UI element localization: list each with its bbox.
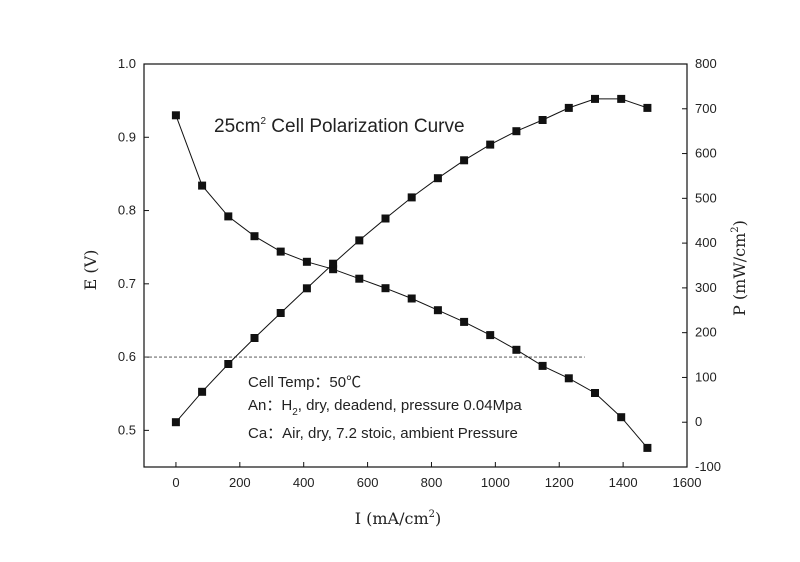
x-axis-ticks: 0 200 400 600 800 1000 1200 1400 1600	[172, 462, 701, 490]
voltage-data-point	[538, 361, 547, 370]
right-y-tick-label: 600	[695, 146, 717, 161]
voltage-data-point	[643, 443, 652, 452]
right-y-axis-label: P (mW/cm2)	[730, 220, 749, 316]
voltage-data-point	[198, 181, 207, 190]
series-group	[171, 94, 652, 452]
chart-title: 25cm2 Cell Polarization Curve	[214, 116, 465, 137]
left-y-axis-ticks: 0.5 0.6 0.7 0.8 0.9 1.0	[118, 56, 149, 437]
power-data-point	[460, 156, 469, 165]
power-data-point	[564, 103, 573, 112]
voltage-data-point	[250, 232, 259, 241]
power-data-point	[591, 94, 599, 103]
voltage-data-point	[171, 111, 180, 120]
voltage-data-point	[276, 247, 285, 256]
voltage-data-point	[460, 317, 469, 326]
right-y-tick-label: 400	[695, 235, 717, 250]
power-data-point	[198, 387, 207, 396]
right-y-tick-label: 700	[695, 101, 717, 116]
voltage-data-point	[381, 284, 390, 293]
x-tick-label: 600	[357, 475, 379, 490]
power-data-point	[643, 103, 652, 112]
power-data-point	[486, 140, 495, 149]
left-y-tick-label: 0.9	[118, 129, 136, 144]
right-y-tick-label: 0	[695, 414, 702, 429]
power-data-point	[224, 360, 233, 368]
left-y-axis-label: E (V)	[81, 250, 100, 291]
voltage-data-point	[617, 413, 626, 422]
power-data-point	[617, 94, 626, 103]
x-tick-label: 0	[172, 475, 179, 490]
annotation-cathode: Ca：Air, dry, 7.2 stoic, ambient Pressure	[248, 425, 518, 442]
voltage-data-point	[591, 389, 599, 397]
voltage-data-point	[224, 212, 233, 221]
right-y-tick-label: 800	[695, 56, 717, 71]
voltage-data-point	[355, 274, 364, 283]
left-y-tick-label: 0.5	[118, 422, 136, 437]
power-data-point	[433, 174, 442, 183]
x-axis-label: I (mA/cm2)	[355, 509, 442, 528]
voltage-data-point	[407, 294, 416, 303]
power-data-point	[381, 214, 390, 223]
left-y-tick-label: 0.7	[118, 276, 136, 291]
power-data-point	[355, 236, 364, 245]
right-y-axis-ticks: -100 0 100 200 300 400 500 600 700 800	[682, 56, 721, 474]
voltage-data-point	[302, 257, 311, 266]
power-data-point	[512, 127, 521, 136]
voltage-data-point	[329, 265, 338, 274]
left-y-tick-label: 0.8	[118, 203, 136, 218]
power-data-point	[276, 309, 285, 317]
left-y-tick-label: 0.6	[118, 349, 136, 364]
right-y-tick-label: -100	[695, 459, 721, 474]
x-tick-label: 200	[229, 475, 251, 490]
power-data-point	[407, 193, 416, 202]
right-y-tick-label: 500	[695, 190, 717, 205]
annotation-cell-temp: Cell Temp：50℃	[248, 374, 361, 391]
annotation-anode: An：H2, dry, deadend, pressure 0.04Mpa	[248, 397, 522, 418]
voltage-data-point	[486, 331, 495, 340]
right-y-tick-label: 200	[695, 325, 717, 340]
x-tick-label: 1000	[481, 475, 510, 490]
power-data-point	[171, 418, 180, 427]
power-data-point	[250, 334, 259, 342]
x-tick-label: 1600	[673, 475, 702, 490]
power-data-point	[302, 284, 311, 293]
voltage-data-point	[433, 306, 442, 315]
x-tick-label: 1200	[545, 475, 574, 490]
right-y-tick-label: 100	[695, 369, 717, 384]
x-tick-label: 400	[293, 475, 315, 490]
power-data-point	[538, 116, 547, 124]
right-y-tick-label: 300	[695, 280, 717, 295]
voltage-data-point	[564, 374, 573, 383]
left-y-tick-label: 1.0	[118, 56, 136, 71]
x-tick-label: 800	[421, 475, 443, 490]
power-data-point	[329, 259, 338, 268]
plot-frame	[143, 63, 688, 468]
voltage-data-point	[512, 345, 521, 354]
power-series-line	[175, 98, 648, 423]
x-tick-label: 1400	[609, 475, 638, 490]
